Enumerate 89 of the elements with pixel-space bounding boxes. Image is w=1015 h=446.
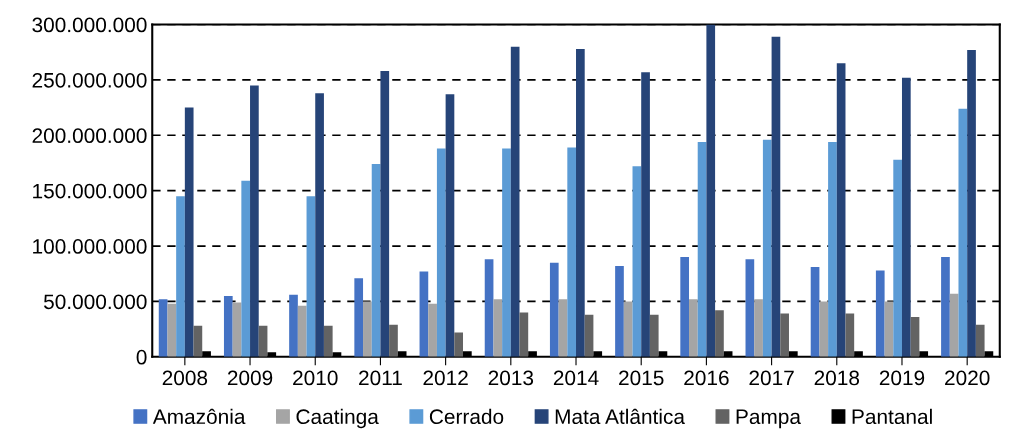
y-tick-label: 100.000.000 [33,239,147,254]
x-tick-label: 2019 [879,370,925,386]
y-tick-label: 150.000.000 [33,183,147,199]
y-tick-label: 250.000.000 [32,72,147,88]
bar [754,299,763,357]
bar [615,265,624,357]
bar [323,325,333,357]
bar [419,271,429,357]
bar [493,299,503,357]
bar [297,305,307,357]
x-tick-label: 2013 [488,370,534,386]
bar [519,312,529,357]
x-tick-label: 2011 [359,370,402,386]
bar [706,24,716,357]
legend-label: Pampa [736,409,801,429]
bar [828,141,837,357]
bar [454,332,464,357]
bar [958,108,968,357]
bar [819,301,829,357]
bar [641,72,650,357]
bar [762,139,772,357]
bar [576,48,585,357]
bar [428,303,437,357]
legend-label: Amazônia [152,408,246,425]
bar [315,93,324,357]
bar [845,313,855,357]
bar [689,299,698,357]
bar [250,85,259,357]
x-tick-label: 2010 [293,370,338,386]
bar [623,301,633,357]
bar [436,148,446,357]
x-tick-label: 2008 [162,370,208,386]
bar [697,141,707,357]
bar [510,46,520,357]
bar [289,294,298,357]
y-tick-label: 200.000.000 [32,128,147,144]
bar [558,299,568,357]
x-tick-label: 2016 [684,370,729,386]
y-tick-label: 300.000.000 [32,17,147,33]
bar [232,302,242,357]
bar [967,50,976,357]
bar [893,159,902,357]
legend-label: Pantanal [852,408,932,425]
bar [167,303,177,357]
x-tick-label: 2017 [749,370,794,386]
x-tick-label: 2009 [227,370,273,386]
x-tick-label: 2012 [423,370,468,386]
bar [371,164,381,357]
bar [354,278,364,357]
x-tick-label: 2020 [945,370,990,386]
bar [389,324,398,357]
bar [306,196,316,357]
bar [445,94,455,357]
bar [836,63,846,357]
legend-label: Mata Atlântica [555,408,685,425]
legend-label: Cerrado [429,408,504,425]
bar [771,36,781,357]
bar [901,77,911,357]
bar [363,301,372,357]
bar [941,257,950,357]
bar [380,71,390,357]
x-tick-label: 2015 [619,370,664,386]
bar [975,324,985,357]
bar [241,180,251,357]
bar [502,148,511,357]
bar [567,147,577,357]
bar [184,107,194,357]
bar [158,299,168,357]
bar [949,293,959,357]
bar [810,267,820,357]
bar [223,295,233,357]
y-tick-label: 50.000.000 [43,294,147,310]
bar [715,310,724,357]
bar [780,313,789,357]
bar [745,259,755,357]
bar [910,316,920,357]
bar [884,301,894,357]
bar [176,196,185,357]
bar [649,314,659,357]
x-tick-label: 2014 [553,370,599,386]
bar [584,314,594,357]
y-tick-label: 0 [136,349,147,365]
bar [632,166,642,357]
legend-label: Caatinga [296,408,379,429]
bar [549,262,559,357]
bar [875,270,885,357]
bar [680,257,690,357]
bar [484,259,494,357]
x-tick-label: 2018 [814,370,860,386]
